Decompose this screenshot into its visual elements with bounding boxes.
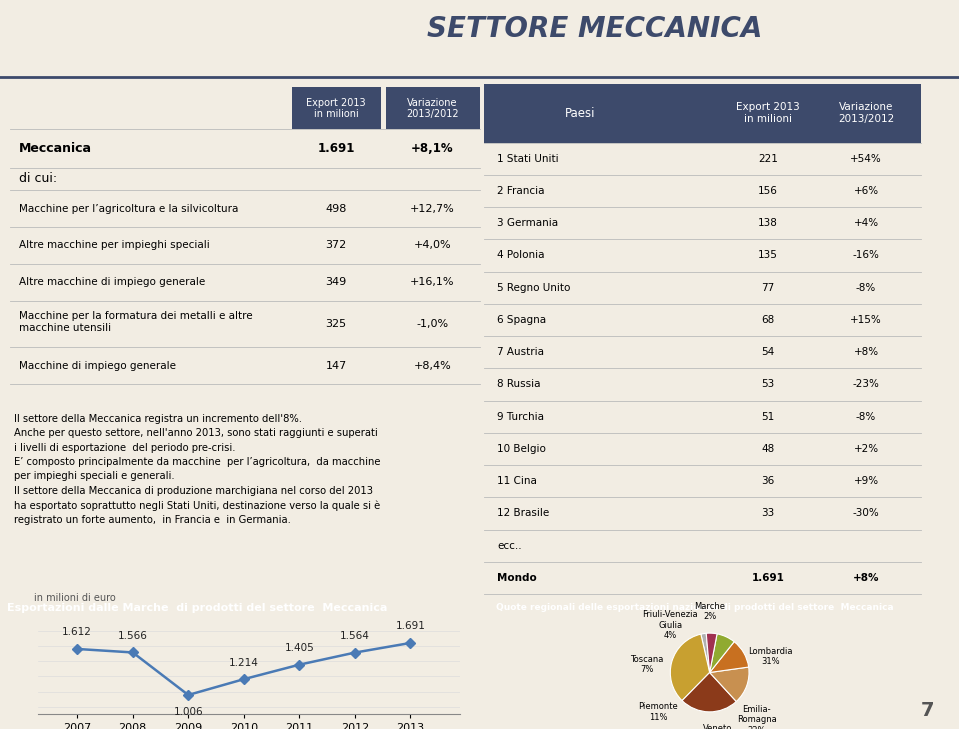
Text: Emilia-
Romagna
22%: Emilia- Romagna 22% — [737, 705, 777, 729]
Text: +6%: +6% — [854, 186, 878, 196]
Text: 325: 325 — [326, 319, 347, 329]
Text: 9 Turchia: 9 Turchia — [498, 412, 545, 421]
Text: Quote regionali delle esportazioni nazionali di prodotti del settore  Meccanica: Quote regionali delle esportazioni nazio… — [496, 604, 894, 612]
Text: 53: 53 — [761, 380, 775, 389]
Wedge shape — [701, 634, 710, 672]
Text: 1.405: 1.405 — [285, 643, 315, 653]
Text: +8%: +8% — [853, 573, 879, 583]
Text: Lombardia
31%: Lombardia 31% — [748, 647, 793, 666]
Text: +2%: +2% — [854, 444, 878, 454]
Wedge shape — [682, 672, 737, 712]
Text: 12 Brasile: 12 Brasile — [498, 509, 550, 518]
Bar — [484, 84, 921, 143]
Text: Il settore della Meccanica registra un incremento dell'8%.
Anche per questo sett: Il settore della Meccanica registra un i… — [14, 414, 381, 526]
Text: +15%: +15% — [851, 315, 882, 325]
Wedge shape — [710, 642, 749, 672]
Text: 1.691: 1.691 — [317, 142, 355, 155]
Text: +54%: +54% — [851, 154, 882, 163]
Text: Esportazioni dalle Marche  di prodotti del settore  Meccanica: Esportazioni dalle Marche di prodotti de… — [8, 603, 387, 613]
Text: Export 2013
in milioni: Export 2013 in milioni — [737, 102, 800, 124]
Bar — [292, 87, 381, 129]
Text: -8%: -8% — [856, 412, 877, 421]
Text: +8,1%: +8,1% — [411, 142, 454, 155]
Text: 10 Belgio: 10 Belgio — [498, 444, 547, 454]
Text: Macchine per l’agricoltura e la silvicoltura: Macchine per l’agricoltura e la silvicol… — [19, 203, 239, 214]
Text: -30%: -30% — [853, 509, 879, 518]
Text: -16%: -16% — [853, 251, 879, 260]
Wedge shape — [710, 634, 735, 672]
Text: Variazione
2013/2012: Variazione 2013/2012 — [838, 102, 894, 124]
Text: +4%: +4% — [854, 218, 878, 228]
Wedge shape — [670, 634, 710, 701]
Text: +8%: +8% — [854, 347, 878, 357]
Text: Altre macchine per impieghi speciali: Altre macchine per impieghi speciali — [19, 241, 210, 251]
Text: 6 Spagna: 6 Spagna — [498, 315, 547, 325]
Text: 8 Russia: 8 Russia — [498, 380, 541, 389]
Text: 138: 138 — [758, 218, 778, 228]
Bar — [386, 87, 480, 129]
Text: +9%: +9% — [854, 476, 878, 486]
Text: 48: 48 — [761, 444, 775, 454]
Text: 1.214: 1.214 — [229, 658, 259, 668]
Text: Toscana
7%: Toscana 7% — [630, 655, 664, 674]
Text: +16,1%: +16,1% — [410, 277, 455, 287]
Text: 147: 147 — [325, 361, 347, 371]
Text: Marche
2%: Marche 2% — [694, 601, 725, 621]
Text: SETTORE MECCANICA: SETTORE MECCANICA — [427, 15, 762, 43]
Text: Piemonte
11%: Piemonte 11% — [639, 702, 678, 722]
Wedge shape — [710, 667, 749, 701]
Text: Veneto
14%: Veneto 14% — [703, 724, 733, 729]
Text: 1.564: 1.564 — [339, 631, 370, 641]
Text: 68: 68 — [761, 315, 775, 325]
Text: 1 Stati Uniti: 1 Stati Uniti — [498, 154, 559, 163]
Text: Variazione
2013/2012: Variazione 2013/2012 — [407, 98, 458, 119]
Text: Macchine di impiego generale: Macchine di impiego generale — [19, 361, 176, 371]
Text: Friuli-Venezia
Giulia
4%: Friuli-Venezia Giulia 4% — [643, 610, 698, 640]
Text: -8%: -8% — [856, 283, 877, 292]
Text: 349: 349 — [325, 277, 347, 287]
Text: 1.691: 1.691 — [752, 573, 784, 583]
Text: 221: 221 — [758, 154, 778, 163]
Text: 1.566: 1.566 — [118, 631, 148, 641]
Text: 1.691: 1.691 — [395, 621, 425, 631]
Text: +4,0%: +4,0% — [413, 241, 452, 251]
Text: in milioni di euro: in milioni di euro — [35, 593, 116, 604]
Text: Altre macchine di impiego generale: Altre macchine di impiego generale — [19, 277, 205, 287]
Text: 1.612: 1.612 — [62, 627, 92, 637]
Text: di cui:: di cui: — [19, 172, 58, 185]
Text: 7: 7 — [921, 701, 935, 720]
Text: Export 2013
in milioni: Export 2013 in milioni — [306, 98, 366, 119]
Text: +8,4%: +8,4% — [413, 361, 452, 371]
Text: Paesi: Paesi — [565, 106, 596, 120]
Text: 4 Polonia: 4 Polonia — [498, 251, 545, 260]
Text: +12,7%: +12,7% — [410, 203, 455, 214]
Text: 156: 156 — [758, 186, 778, 196]
Text: 11 Cina: 11 Cina — [498, 476, 537, 486]
Text: Mondo: Mondo — [498, 573, 537, 583]
Text: 33: 33 — [761, 509, 775, 518]
Text: 77: 77 — [761, 283, 775, 292]
Text: 54: 54 — [761, 347, 775, 357]
Text: -1,0%: -1,0% — [416, 319, 449, 329]
Text: 498: 498 — [325, 203, 347, 214]
Wedge shape — [706, 634, 717, 672]
Text: 372: 372 — [325, 241, 347, 251]
Text: 5 Regno Unito: 5 Regno Unito — [498, 283, 571, 292]
Text: 3 Germania: 3 Germania — [498, 218, 558, 228]
Text: 36: 36 — [761, 476, 775, 486]
Text: 51: 51 — [761, 412, 775, 421]
Text: -23%: -23% — [853, 380, 879, 389]
Text: 7 Austria: 7 Austria — [498, 347, 545, 357]
Text: 2 Francia: 2 Francia — [498, 186, 545, 196]
Text: 1.006: 1.006 — [174, 706, 203, 717]
Text: Meccanica: Meccanica — [19, 142, 92, 155]
Text: ecc..: ecc.. — [498, 541, 522, 550]
Text: 135: 135 — [758, 251, 778, 260]
Text: Macchine per la formatura dei metalli e altre
macchine utensili: Macchine per la formatura dei metalli e … — [19, 311, 252, 333]
